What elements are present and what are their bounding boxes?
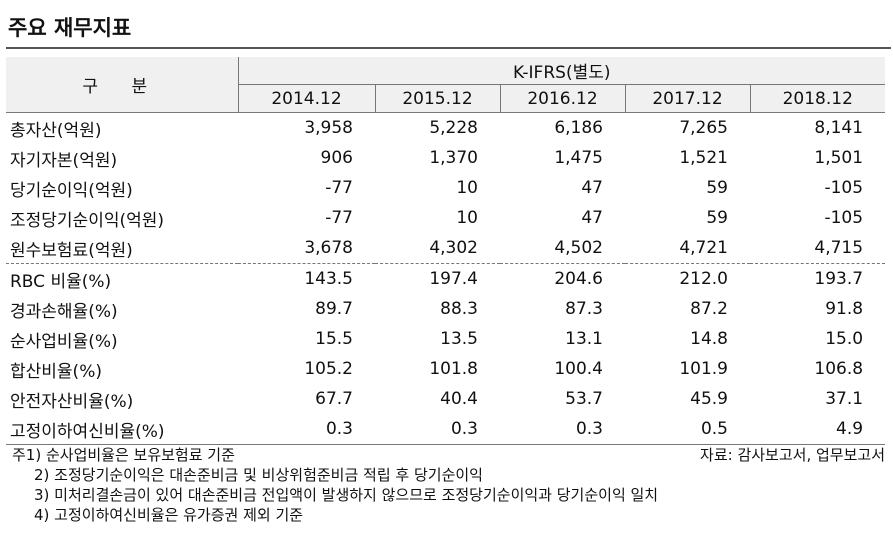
cell-value: 15.0 — [825, 329, 864, 349]
page-title: 주요 재무지표 — [8, 16, 132, 40]
table-row: 고정이하여신비율(%) 0.3 0.3 0.3 0.5 4.9 — [6, 414, 886, 445]
table-row: RBC 비율(%) 143.5 197.4 204.6 212.0 193.7 — [6, 263, 886, 294]
row-label: 총자산(억원) — [10, 120, 102, 141]
row-label: RBC 비율(%) — [6, 263, 238, 294]
row-label: 안전자산비율(%) — [10, 391, 134, 412]
cell-value: 87.3 — [565, 299, 603, 319]
cell-value: 47 — [581, 178, 603, 198]
table-row: 안전자산비율(%) 67.7 40.4 53.7 45.9 37.1 — [6, 384, 885, 414]
row-label: 자기자본(억원) — [10, 150, 118, 171]
cell-value: 15.5 — [315, 329, 353, 349]
cell-value: 13.1 — [565, 329, 603, 349]
table-row: 자기자본(억원) 906 1,370 1,475 1,521 1,501 — [6, 143, 885, 173]
cell-value: 101.9 — [679, 359, 728, 379]
cell-value: 4,715 — [814, 238, 864, 258]
cell-value: 1,521 — [679, 148, 728, 168]
row-label: 합산비율(%) — [10, 361, 102, 382]
cell-value: 0.3 — [238, 414, 375, 445]
cell-value: 100.4 — [554, 359, 603, 379]
cell-value: 212.0 — [625, 263, 750, 294]
cell-value: 143.5 — [238, 263, 375, 294]
cell-value: 197.4 — [375, 263, 500, 294]
row-label: 조정당기순이익(억원) — [10, 210, 165, 231]
cell-value: 13.5 — [440, 329, 478, 349]
cell-value: 204.6 — [500, 263, 625, 294]
cell-value: 193.7 — [750, 263, 886, 294]
cell-value: 4.9 — [750, 414, 886, 445]
cell-value: 89.7 — [315, 299, 353, 319]
financial-table: 구 분 K-IFRS(별도) 2014.12 2015.12 2016.12 2017… — [6, 57, 886, 445]
cell-value: -105 — [824, 178, 864, 198]
year-header: 2016.12 — [499, 84, 625, 113]
cell-value: 88.3 — [440, 299, 478, 319]
cell-value: 40.4 — [440, 389, 478, 409]
row-label: 고정이하여신비율(%) — [6, 414, 238, 445]
cell-value: 0.3 — [375, 414, 500, 445]
cell-value: 0.3 — [500, 414, 625, 445]
header-label: 구 분 — [6, 57, 238, 113]
row-label: 원수보험료(억원) — [10, 240, 133, 261]
row-label: 당기순이익(억원) — [10, 180, 133, 201]
row-label: 순사업비율(%) — [10, 331, 118, 352]
table-row: 당기순이익(억원) -77 10 47 59 -105 — [6, 173, 885, 203]
cell-value: 53.7 — [565, 389, 603, 409]
cell-value: 1,370 — [429, 148, 478, 168]
cell-value: 91.8 — [825, 299, 864, 319]
cell-value: 5,228 — [429, 118, 478, 138]
cell-value: 87.2 — [690, 299, 728, 319]
footnote: 4) 고정이하여신비율은 유가증권 제외 기준 — [34, 506, 304, 524]
cell-value: 1,501 — [814, 148, 864, 168]
table-row: 총자산(억원) 3,958 5,228 6,186 7,265 8,141 — [6, 113, 885, 144]
cell-value: 1,475 — [554, 148, 603, 168]
cell-value: 14.8 — [690, 329, 728, 349]
cell-value: -77 — [325, 178, 353, 198]
cell-value: 4,502 — [554, 238, 603, 258]
cell-value: 8,141 — [814, 118, 864, 138]
table-row: 원수보험료(억원) 3,678 4,302 4,502 4,721 4,715 — [6, 233, 885, 264]
year-header: 2014.12 — [237, 84, 375, 113]
source-note: 자료: 감사보고서, 업무보고서 — [700, 446, 885, 464]
table-row: 순사업비율(%) 15.5 13.5 13.1 14.8 15.0 — [6, 324, 885, 354]
year-header: 2015.12 — [374, 84, 500, 113]
cell-value: 59 — [706, 208, 728, 228]
cell-value: -105 — [824, 208, 864, 228]
title-rule — [6, 47, 891, 49]
cell-value: 7,265 — [679, 118, 728, 138]
cell-value: 6,186 — [554, 118, 603, 138]
cell-value: 906 — [320, 148, 353, 168]
table-row: 조정당기순이익(억원) -77 10 47 59 -105 — [6, 203, 885, 233]
cell-value: 105.2 — [304, 359, 353, 379]
table-row: 합산비율(%) 105.2 101.8 100.4 101.9 106.8 — [6, 354, 885, 384]
cell-value: 4,721 — [679, 238, 728, 258]
cell-value: 3,678 — [304, 238, 353, 258]
cell-value: 3,958 — [304, 118, 353, 138]
year-header: 2017.12 — [624, 84, 750, 113]
cell-value: 45.9 — [690, 389, 728, 409]
header-group: K-IFRS(별도) — [237, 57, 886, 85]
table-row: 경과손해율(%) 89.7 88.3 87.3 87.2 91.8 — [6, 294, 885, 324]
cell-value: 67.7 — [315, 389, 353, 409]
cell-value: 59 — [706, 178, 728, 198]
cell-value: 101.8 — [429, 359, 478, 379]
cell-value: 10 — [456, 208, 478, 228]
cell-value: -77 — [325, 208, 353, 228]
cell-value: 10 — [456, 178, 478, 198]
year-header: 2018.12 — [749, 84, 886, 113]
cell-value: 0.5 — [625, 414, 750, 445]
cell-value: 4,302 — [429, 238, 478, 258]
cell-value: 37.1 — [825, 389, 864, 409]
footnote: 주1) 순사업비율은 보유보험료 기준 — [12, 446, 235, 464]
cell-value: 47 — [581, 208, 603, 228]
row-label: 경과손해율(%) — [10, 301, 118, 322]
cell-value: 106.8 — [814, 359, 864, 379]
footnote: 3) 미처리결손금이 있어 대손준비금 전입액이 발생하지 않으므로 조정당기순… — [34, 486, 659, 504]
footnote: 2) 조정당기순이익은 대손준비금 및 비상위험준비금 적립 후 당기순이익 — [34, 466, 483, 484]
